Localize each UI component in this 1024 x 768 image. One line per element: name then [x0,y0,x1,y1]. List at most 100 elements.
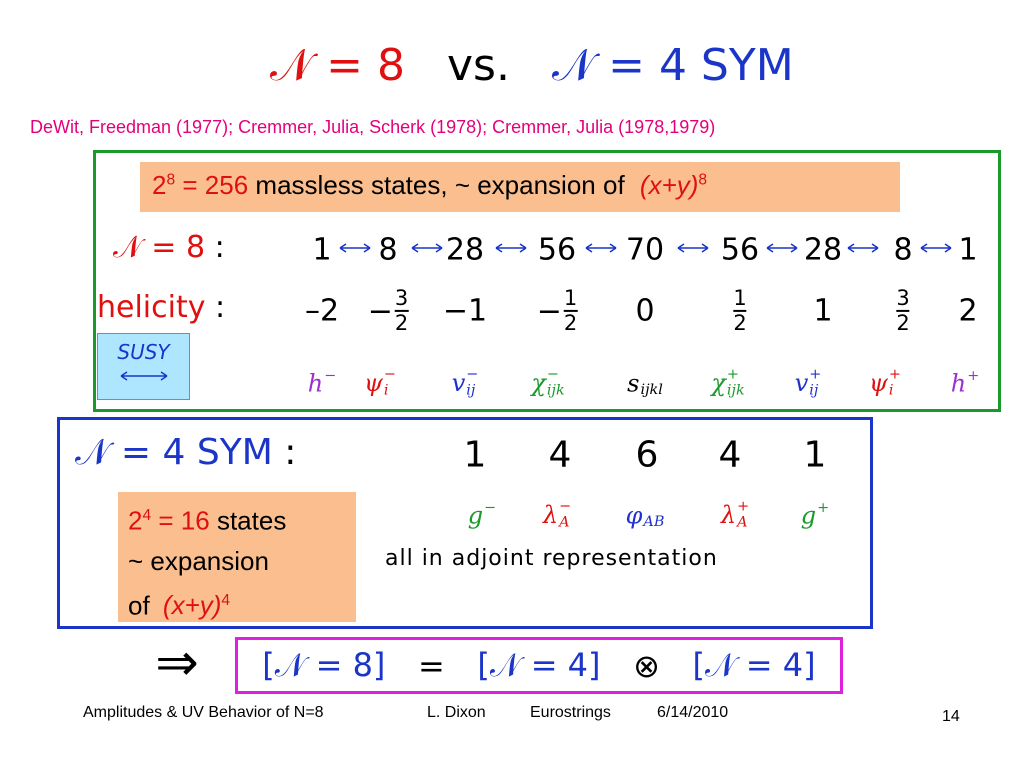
field: ψ + i [869,367,901,399]
factor: [𝒩 = 4] [692,646,816,684]
multiplicity: 56 [537,232,577,268]
implies: ⇒ [155,633,199,693]
field-indices: − ijk [547,367,565,398]
field-sub: ijk [726,382,745,399]
field-symbol: s [627,369,640,398]
note-formula: (x+y) [162,590,222,621]
multiplicity: 56 [720,232,760,268]
field-symbol: ψ [364,369,383,398]
note-text: of [128,590,150,621]
note-eq: = 256 [182,170,249,200]
field-sup: − [383,367,396,384]
arrow [677,243,708,253]
field-symbol: h [950,369,967,398]
citation: DeWit, Freedman (1977); Cremmer, Julia, … [30,117,716,137]
field-symbol: h [307,369,324,398]
arrow [585,243,617,253]
field: ψ − i [364,367,396,399]
colon: : [284,432,297,473]
colon: : [215,290,226,325]
field-sup: + [726,367,739,384]
note-exp: 4 [142,507,152,524]
field-indices: + ij [809,367,822,399]
multiplicity: 28 [445,232,485,268]
denominator: 2 [733,310,747,335]
field-sub: ijkl [640,382,663,399]
numerator: 1 [563,285,578,310]
arrow [920,243,951,253]
field: φ AB [626,500,665,530]
field-sup-space [640,369,662,383]
footer-talk: Amplitudes & UV Behavior of N=8 [83,704,324,721]
field: h − [308,368,337,398]
note-formula-exp: 8 [698,171,708,189]
numerator: 3 [394,285,409,310]
field: g − [468,500,496,530]
note-text: massless states, ~ expansion of [255,170,625,200]
field-symbol: ψ [869,369,888,398]
denominator: 2 [563,310,578,335]
field-sup: − [324,367,337,384]
field-sup: + [817,499,830,516]
field-symbol: v [451,369,466,398]
field: χ + ijk [711,367,745,399]
field-indices: AB [643,501,664,531]
field-sub: AB [643,514,665,531]
field-sub-space [967,384,979,398]
field-indices: + [967,368,979,399]
field-sub-space [817,516,829,530]
field-indices: + A [737,499,749,531]
helicity: −1 [442,293,488,329]
helicity: −3 2 [367,285,409,335]
field-sub: A [737,514,748,531]
field-indices: − ij [466,367,479,398]
note-formula: (x+y) [639,170,699,200]
field-indices: + ijk [726,367,745,399]
lhs: [𝒩 = 8] [262,646,386,684]
multiplicity: 1 [463,434,487,476]
field-sup: − [484,499,497,516]
multiplicity: 6 [635,434,659,476]
footer-event: Eurostrings [530,704,611,721]
multiplicity: 8 [378,232,398,268]
multiplicity: 8 [893,232,913,268]
field-symbol: g [800,501,817,530]
note-eq: = 16 [158,505,210,536]
conclusion-box: [𝒩 = 8] = [𝒩 = 4] ⊗ [𝒩 = 4] [235,637,843,694]
n8-box [93,150,1001,412]
note-base: 2 [128,505,143,536]
note-text: states [216,505,287,536]
helicity-sign: − [367,293,393,329]
note-exp: 8 [166,171,176,189]
helicity: 1 [813,293,833,329]
arrow [847,243,879,253]
helicity: 2 [958,293,978,329]
field-symbol: v [794,369,809,398]
field-symbol: λ [542,501,559,530]
numerator: 3 [896,285,910,310]
field: h + [951,368,980,398]
arrow [766,243,797,253]
field-indices: − [324,367,337,399]
denominator: 2 [896,310,910,335]
multiplicity: 1 [958,232,978,268]
n4-label: 𝒩 = 4 SYM : [75,432,296,474]
helicity-label-text: helicity [97,290,206,325]
note-base: 2 [152,170,167,200]
field-sup: − [466,367,479,384]
field: g + [801,500,829,530]
susy-text: SUSY [117,340,170,364]
field-sup: + [809,367,822,384]
denominator: 2 [394,310,409,335]
multiplicity: 70 [625,232,665,268]
field-sub: ij [809,382,819,399]
arrow [339,243,371,253]
field: v + ij [794,367,822,399]
n4-note: 24 = 16 states ~ expansion of (x+y)4 [118,492,356,622]
field-indices: − A [559,499,571,530]
